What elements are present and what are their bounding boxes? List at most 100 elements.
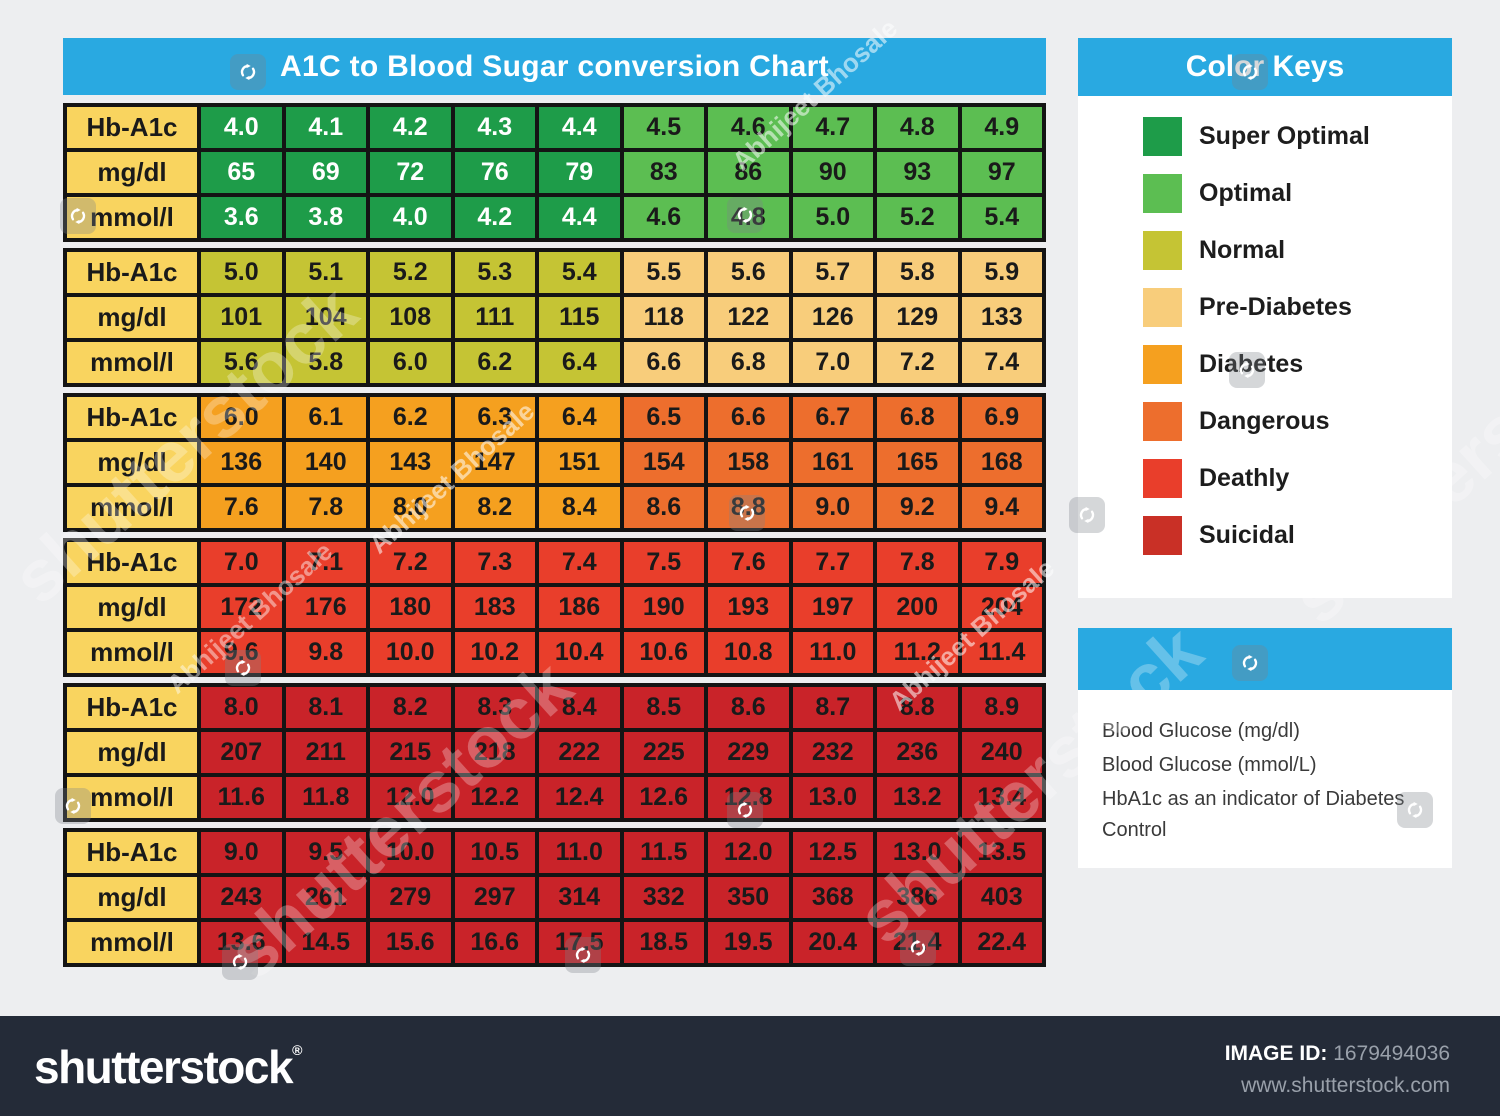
- table-cell: 7.2: [368, 540, 453, 585]
- table-cell: 6.9: [959, 395, 1044, 440]
- table-cell: 6.7: [790, 395, 875, 440]
- table-cell: 11.0: [537, 830, 622, 875]
- table-cell: 8.2: [452, 485, 537, 530]
- table-cell: 8.8: [875, 685, 960, 730]
- table-cell: 6.4: [537, 340, 622, 385]
- table-cell: 115: [537, 295, 622, 340]
- color-key-label: Diabetes: [1199, 350, 1304, 378]
- table-cell: 21.4: [875, 920, 960, 965]
- table-block-4: Hb-A1c 7.0 7.1 7.2 7.3 7.4 7.5 7.6 7.7 7.8 7.9 mg/d…: [63, 538, 1046, 677]
- table-cell: 7.9: [959, 540, 1044, 585]
- table-cell: 7.1: [283, 540, 368, 585]
- color-swatch-icon: [1143, 516, 1182, 555]
- color-key-label: Normal: [1199, 236, 1286, 264]
- table-cell: 5.8: [283, 340, 368, 385]
- table-cell: 97: [959, 150, 1044, 195]
- table-cell: 5.8: [875, 250, 960, 295]
- color-keys-panel: Color Keys Super Optimal Optimal Normal Pre…: [1078, 38, 1452, 598]
- table-cell: 4.6: [621, 195, 706, 240]
- table-cell: 8.3: [452, 685, 537, 730]
- table-cell: 4.2: [452, 195, 537, 240]
- table-cell: 6.0: [199, 395, 284, 440]
- registered-mark: ®: [292, 1042, 303, 1058]
- row-label-cell: Hb-A1c: [65, 540, 199, 585]
- table-cell: 207: [199, 730, 284, 775]
- table-cell: 5.0: [790, 195, 875, 240]
- table-cell: 13.2: [875, 775, 960, 820]
- table-cell: 4.8: [875, 105, 960, 150]
- table-block-2: Hb-A1c 5.0 5.1 5.2 5.3 5.4 5.5 5.6 5.7 5.8 5.9 mg/d…: [63, 248, 1046, 387]
- table-cell: 5.4: [959, 195, 1044, 240]
- table-cell: 4.4: [537, 105, 622, 150]
- table-cell: 3.6: [199, 195, 284, 240]
- table-cell: 7.3: [452, 540, 537, 585]
- table-cell: 3.8: [283, 195, 368, 240]
- row-label-cell: mg/dl: [65, 875, 199, 920]
- note-line: HbA1c as an indicator of Diabetes Contro…: [1102, 788, 1405, 841]
- color-swatch-icon: [1143, 459, 1182, 498]
- table-cell: 147: [452, 440, 537, 485]
- table-cell: 8.4: [537, 685, 622, 730]
- table-cell: 6.0: [368, 340, 453, 385]
- color-key-item: Suicidal: [1078, 507, 1452, 564]
- table-cell: 7.2: [875, 340, 960, 385]
- table-cell: 9.6: [199, 630, 284, 675]
- color-swatch-icon: [1143, 174, 1182, 213]
- row-label-cell: mg/dl: [65, 150, 199, 195]
- table-cell: 9.0: [199, 830, 284, 875]
- table-cell: 332: [621, 875, 706, 920]
- table-cell: 65: [199, 150, 284, 195]
- table-cell: 11.0: [790, 630, 875, 675]
- row-label-cell: mmol/l: [65, 340, 199, 385]
- table-cell: 8.0: [368, 485, 453, 530]
- color-key-label: Deathly: [1199, 464, 1290, 492]
- table-cell: 218: [452, 730, 537, 775]
- table-cell: 118: [621, 295, 706, 340]
- table-cell: 108: [368, 295, 453, 340]
- table-block-1: Hb-A1c 4.0 4.1 4.2 4.3 4.4 4.5 4.6 4.7 4.8 4.9 mg/d…: [63, 103, 1046, 242]
- table-cell: 193: [706, 585, 791, 630]
- table-cell: 151: [537, 440, 622, 485]
- table-cell: 8.0: [199, 685, 284, 730]
- row-label-cell: mg/dl: [65, 440, 199, 485]
- table-cell: 90: [790, 150, 875, 195]
- shutterstock-footer-bar: shutterstock® IMAGE ID: 1679494036 www.s…: [0, 1016, 1500, 1116]
- table-cell: 13.0: [875, 830, 960, 875]
- table-cell: 6.2: [452, 340, 537, 385]
- info-panel: Blood Glucose (mg/dl) Blood Glucose (mmol…: [1078, 628, 1452, 868]
- table-cell: 190: [621, 585, 706, 630]
- table-cell: 5.6: [199, 340, 284, 385]
- table-cell: 10.5: [452, 830, 537, 875]
- color-swatch-icon: [1143, 402, 1182, 441]
- table-cell: 165: [875, 440, 960, 485]
- table-cell: 14.5: [283, 920, 368, 965]
- color-swatch-icon: [1143, 117, 1182, 156]
- table-cell: 7.5: [621, 540, 706, 585]
- table-cell: 13.0: [790, 775, 875, 820]
- color-keys-header: Color Keys: [1078, 38, 1452, 96]
- table-cell: 140: [283, 440, 368, 485]
- table-cell: 222: [537, 730, 622, 775]
- conversion-chart-panel: A1C to Blood Sugar conversion Chart Hb-A…: [63, 38, 1046, 967]
- color-key-item: Pre-Diabetes: [1078, 279, 1452, 336]
- table-cell: 86: [706, 150, 791, 195]
- row-label-cell: mmol/l: [65, 195, 199, 240]
- table-cell: 11.8: [283, 775, 368, 820]
- table-cell: 6.1: [283, 395, 368, 440]
- image-id-value: 1679494036: [1333, 1042, 1450, 1065]
- table-cell: 4.2: [368, 105, 453, 150]
- table-cell: 10.6: [621, 630, 706, 675]
- table-cell: 15.6: [368, 920, 453, 965]
- table-cell: 104: [283, 295, 368, 340]
- table-cell: 4.6: [706, 105, 791, 150]
- row-label-cell: mmol/l: [65, 775, 199, 820]
- table-cell: 172: [199, 585, 284, 630]
- table-cell: 350: [706, 875, 791, 920]
- table-cell: 215: [368, 730, 453, 775]
- table-block-5: Hb-A1c 8.0 8.1 8.2 8.3 8.4 8.5 8.6 8.7 8.8 8.9 mg/d…: [63, 683, 1046, 822]
- table-cell: 4.4: [537, 195, 622, 240]
- table-cell: 5.4: [537, 250, 622, 295]
- table-cell: 176: [283, 585, 368, 630]
- table-cell: 8.6: [706, 685, 791, 730]
- table-cell: 5.5: [621, 250, 706, 295]
